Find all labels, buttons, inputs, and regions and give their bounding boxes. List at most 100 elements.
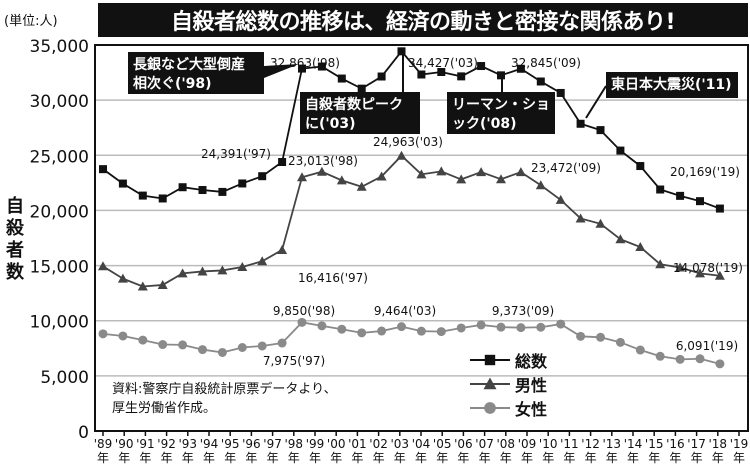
x-tick-suffix: 年 [224, 451, 236, 464]
x-tick-label: '03 [391, 437, 410, 451]
x-tick-suffix: 年 [309, 451, 321, 464]
x-tick-label: '13 [603, 437, 622, 451]
x-tick-label: '10 [539, 437, 558, 451]
data-point-total [218, 187, 227, 196]
data-point-female [377, 326, 387, 336]
callout-box [300, 92, 420, 134]
data-point-female [516, 323, 526, 333]
callout-text: ック('08) [452, 116, 517, 132]
x-tick-label: '12 [581, 437, 600, 451]
x-tick-suffix: 年 [161, 451, 173, 464]
data-point-female [615, 337, 625, 347]
chart-title: 自殺者総数の推移は、経済の動きと密接な関係あり! [98, 3, 748, 37]
x-tick-suffix: 年 [648, 451, 660, 464]
data-point-total [118, 179, 127, 188]
data-point-female [476, 320, 486, 330]
data-point-female [397, 322, 406, 332]
x-tick-label: '18 [709, 437, 728, 451]
x-tick-label: '00 [327, 437, 346, 451]
x-tick-label: '90 [115, 437, 134, 451]
plot-frame [94, 44, 749, 432]
x-tick-suffix: 年 [606, 451, 618, 464]
legend-marker-male [483, 377, 497, 390]
data-point-male [177, 268, 188, 278]
data-point-female [138, 335, 148, 345]
legend-marker-female [484, 402, 496, 414]
data-point-female [556, 319, 566, 329]
callout-box [606, 72, 738, 98]
x-tick-label: '95 [221, 437, 240, 451]
data-label: 23,013('98) [288, 154, 358, 168]
x-tick-suffix: 年 [585, 451, 597, 464]
x-tick-label: '89 [94, 437, 113, 451]
data-point-male [456, 174, 467, 184]
x-tick-suffix: 年 [351, 451, 363, 464]
data-point-total [138, 191, 147, 200]
legend-marker-total [484, 354, 496, 366]
data-point-male [655, 259, 666, 269]
callout-pointer [264, 64, 299, 78]
x-tick-suffix: 年 [330, 451, 342, 464]
data-point-male [714, 270, 725, 280]
data-label: 9,850('98) [273, 304, 335, 318]
y-tick-label: 0 [78, 423, 89, 443]
callout-pointer [585, 85, 607, 119]
y-tick-label: 20,000 [30, 202, 89, 222]
data-point-total [298, 64, 306, 73]
data-point-male [277, 244, 288, 254]
data-point-female [277, 338, 287, 348]
data-point-total [636, 162, 645, 171]
data-point-female [436, 327, 446, 337]
data-point-male [535, 180, 546, 190]
x-tick-label: '07 [475, 437, 494, 451]
callout-box [447, 92, 555, 134]
y-tick-label: 25,000 [30, 147, 89, 167]
callout-text: 長銀など大型倒産 [133, 56, 245, 73]
data-point-male [237, 261, 248, 271]
data-point-total [457, 72, 466, 81]
x-tick-suffix: 年 [139, 451, 151, 464]
data-label: 7,975('97) [263, 354, 325, 368]
x-tick-label: '92 [157, 437, 176, 451]
data-point-male [575, 213, 586, 223]
data-label: 34,427('03) [408, 56, 478, 70]
data-point-total [417, 70, 426, 79]
legend-label: 女性 [515, 400, 547, 419]
x-tick-label: '14 [624, 437, 643, 451]
x-tick-label: '93 [179, 437, 198, 451]
x-tick-suffix: 年 [245, 451, 257, 464]
data-point-male [635, 242, 646, 252]
x-tick-suffix: 年 [203, 451, 215, 464]
x-tick-label: '02 [369, 437, 388, 451]
data-point-total [158, 194, 167, 203]
data-point-total [437, 67, 446, 76]
data-label: 14,078('19) [673, 261, 743, 275]
callout-text: 東日本大震災('11) [611, 76, 732, 93]
x-tick-suffix: 年 [669, 451, 681, 464]
data-point-female [118, 331, 128, 341]
data-point-female [357, 328, 367, 338]
data-point-total [238, 179, 247, 188]
data-point-total [198, 186, 207, 195]
data-point-male [615, 234, 626, 244]
callout-text: に('03) [305, 116, 356, 132]
data-point-female [337, 324, 347, 334]
data-point-male [157, 279, 168, 289]
data-point-female [317, 321, 327, 331]
x-tick-suffix: 年 [733, 451, 745, 464]
x-tick-label: '06 [454, 437, 473, 451]
data-label: 20,169('19) [670, 165, 740, 179]
callout-text: 自殺者数ピーク [305, 96, 403, 113]
data-point-total [616, 146, 625, 155]
data-point-total [258, 172, 267, 181]
data-point-male [117, 273, 128, 283]
data-point-total [477, 62, 486, 71]
x-tick-suffix: 年 [267, 451, 279, 464]
data-point-male [396, 150, 407, 160]
data-point-total [656, 185, 665, 194]
data-point-total [317, 62, 326, 71]
x-tick-suffix: 年 [97, 451, 109, 464]
data-point-total [377, 72, 386, 81]
